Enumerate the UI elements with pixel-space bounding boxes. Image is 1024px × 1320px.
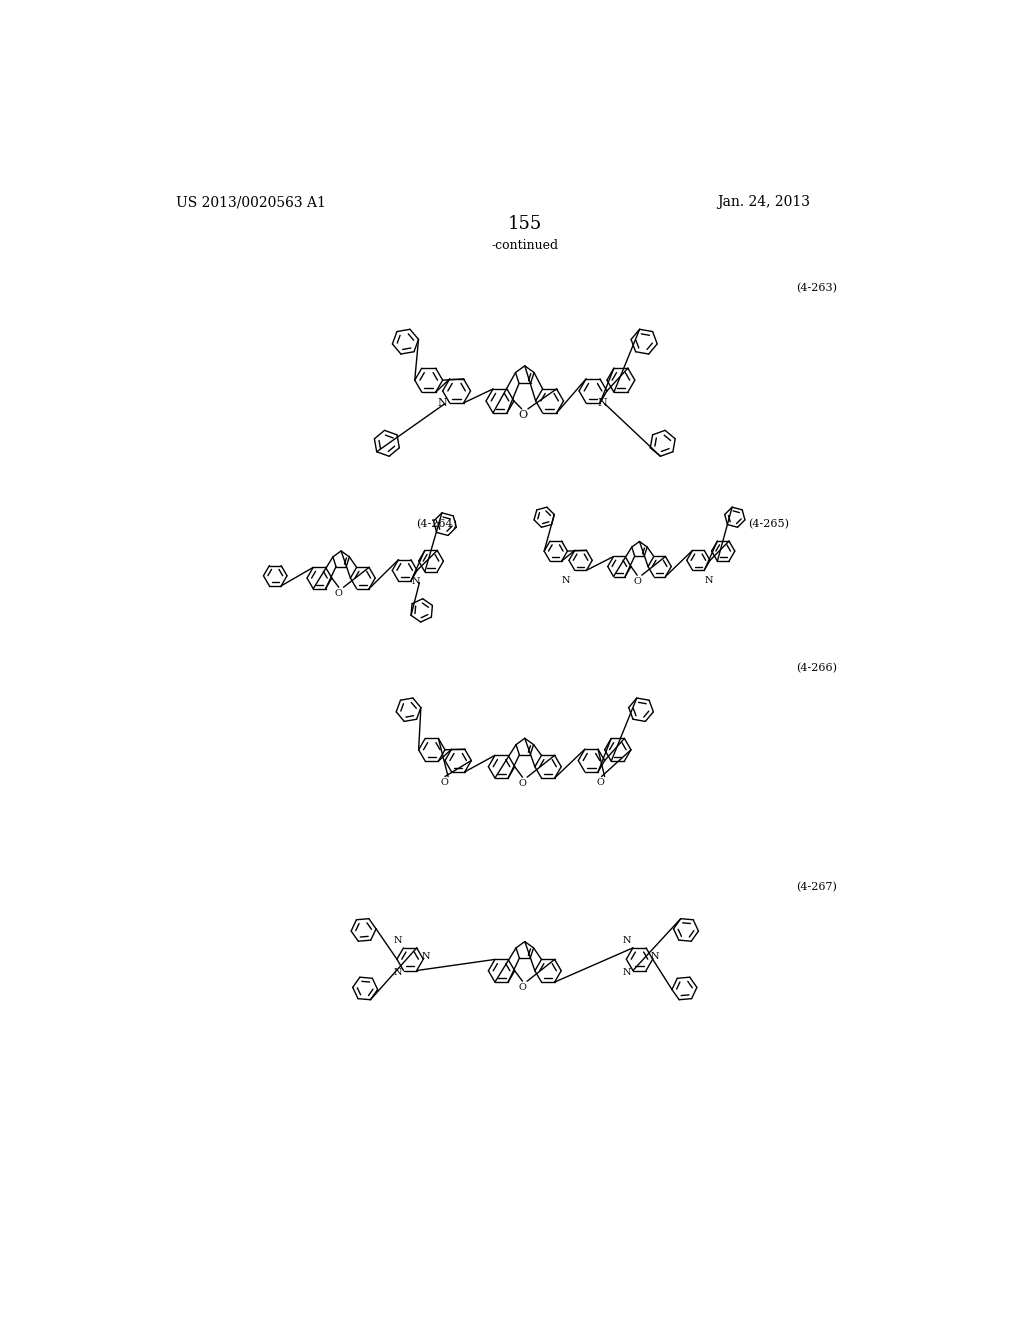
Text: -continued: -continued [492, 239, 558, 252]
Text: O: O [518, 983, 526, 993]
Text: N: N [623, 968, 632, 977]
Text: O: O [518, 409, 527, 420]
Text: N: N [597, 399, 607, 408]
Text: O: O [597, 777, 605, 787]
Text: N: N [650, 952, 659, 961]
Text: (4-266): (4-266) [796, 663, 837, 673]
Text: N: N [421, 952, 430, 961]
Text: US 2013/0020563 A1: US 2013/0020563 A1 [176, 195, 326, 210]
Text: O: O [440, 777, 449, 787]
Text: 155: 155 [508, 215, 542, 232]
Text: N: N [393, 968, 402, 977]
Text: N: N [412, 577, 420, 586]
Text: N: N [623, 936, 632, 945]
Text: (4-264): (4-264) [417, 519, 458, 529]
Text: N: N [438, 399, 447, 408]
Text: N: N [561, 576, 570, 585]
Text: (4-263): (4-263) [796, 284, 837, 293]
Text: Jan. 24, 2013: Jan. 24, 2013 [717, 195, 810, 210]
Text: (4-265): (4-265) [748, 519, 790, 529]
Text: O: O [633, 577, 641, 586]
Text: O: O [335, 590, 343, 598]
Text: N: N [393, 936, 402, 945]
Text: N: N [705, 576, 713, 585]
Text: O: O [518, 779, 526, 788]
Text: (4-267): (4-267) [796, 882, 837, 892]
